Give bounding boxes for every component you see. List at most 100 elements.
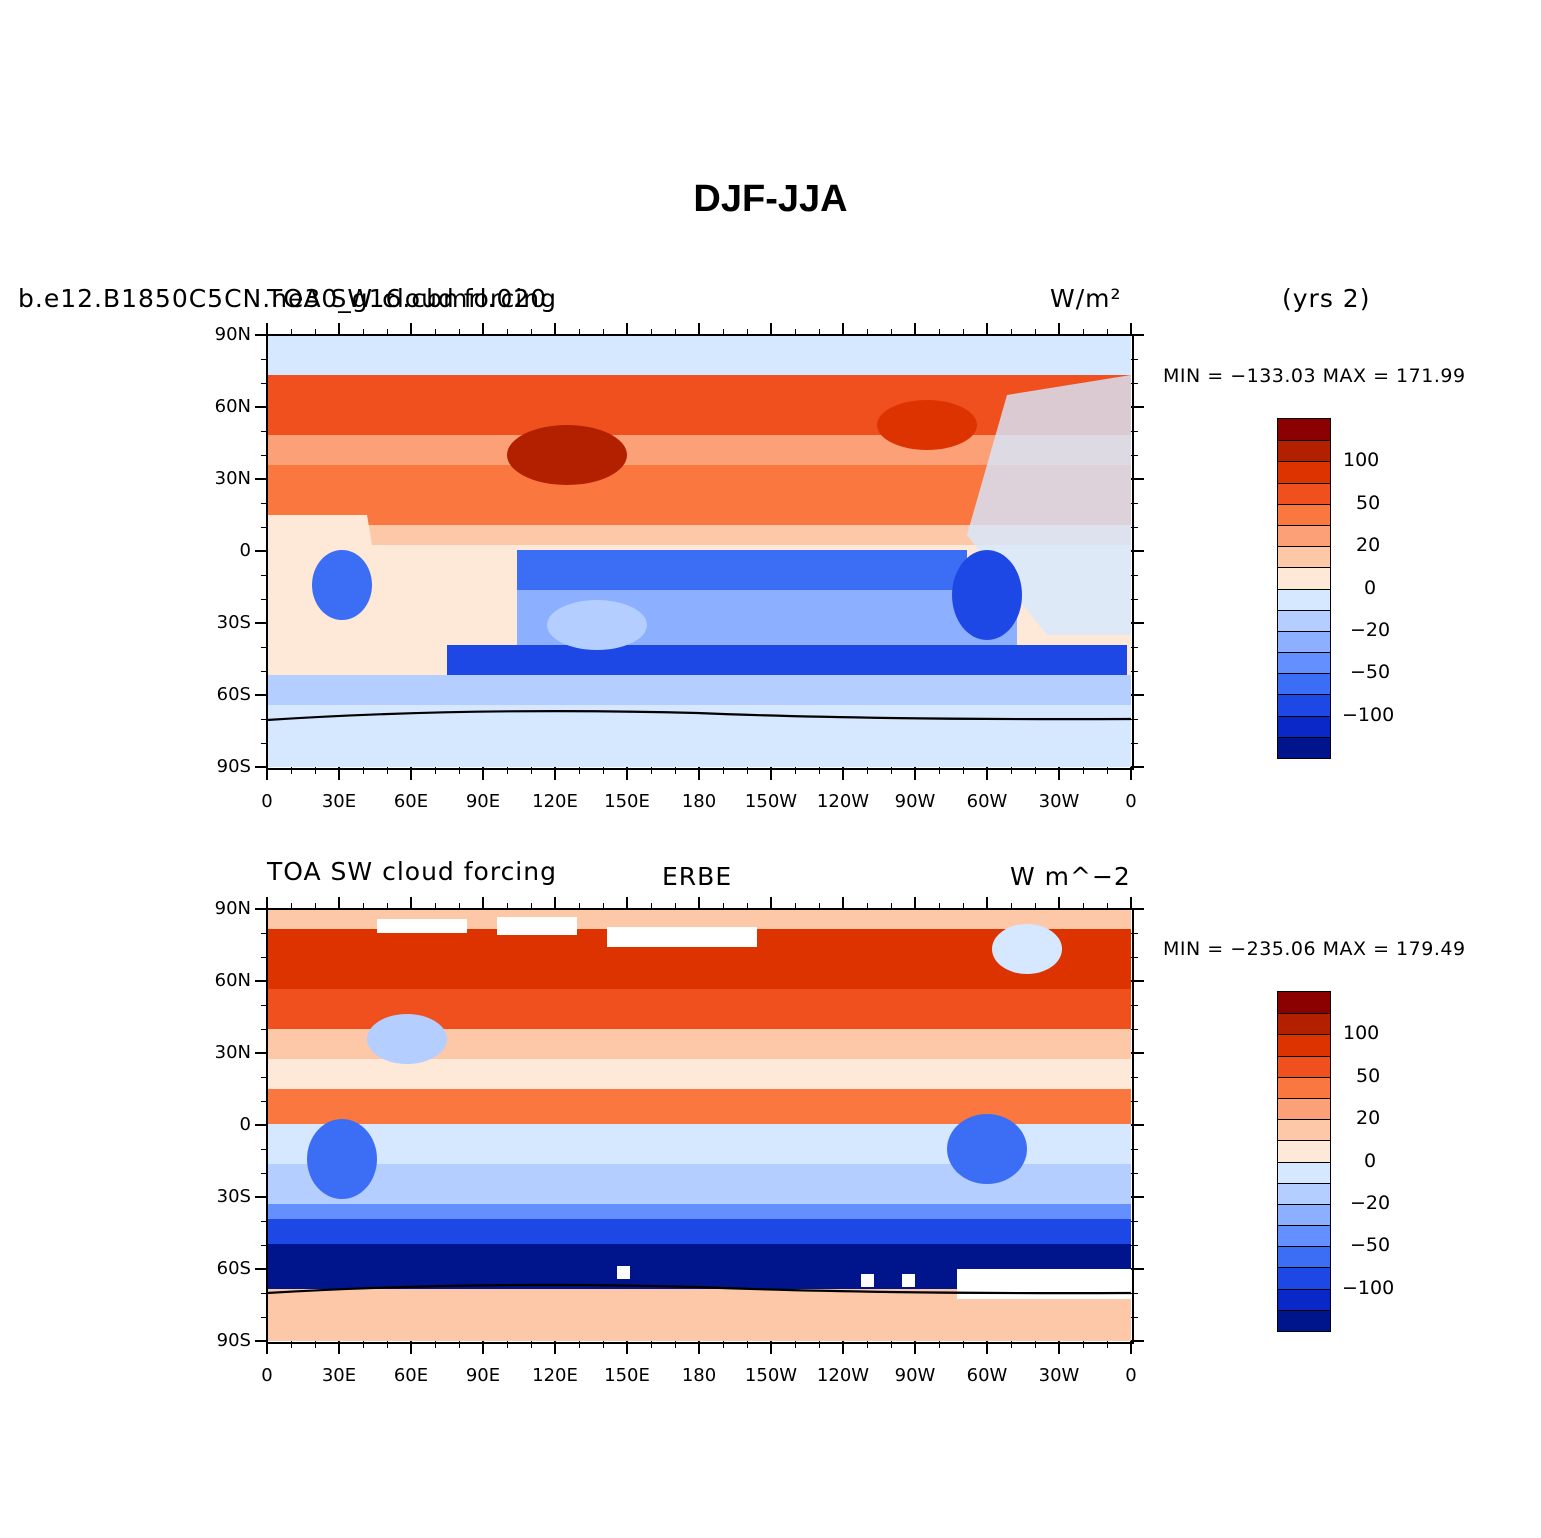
panel2-lat-minor-tick <box>1131 1197 1138 1198</box>
panel1-lat-minor-tick <box>1131 719 1138 720</box>
panel1-lon-minor-tick <box>1131 767 1132 774</box>
panel1-cb-label-0: 0 <box>1364 577 1377 599</box>
panel1-cb-label-minus100: −100 <box>1342 704 1395 726</box>
panel2-lon-minor-tick <box>387 903 388 910</box>
panel1-lat-minor-tick <box>261 431 268 432</box>
panel2-lon-minor-tick <box>915 903 916 910</box>
panel2-lat-minor-tick <box>1131 1125 1138 1126</box>
panel2-lat-minor-tick <box>261 1197 268 1198</box>
panel2-lon-minor-tick <box>1035 1341 1036 1348</box>
panel1-lat-minor-tick <box>261 695 268 696</box>
colorbar-swatch <box>1278 694 1330 716</box>
panel1-lat-minor-tick <box>261 623 268 624</box>
panel1-lon-minor-tick <box>723 767 724 774</box>
panel2-lat-label: 0 <box>239 1114 251 1135</box>
panel2-lat-minor-tick <box>1131 1149 1138 1150</box>
panel1-years: (yrs 2) <box>1282 284 1371 313</box>
panel1-case-name: b.e12.B1850C5CN.ne30_g16.cbmrl.020 <box>18 284 548 313</box>
panel1-lat-minor-tick <box>1131 527 1138 528</box>
panel2-lon-minor-tick <box>459 903 460 910</box>
colorbar-swatch <box>1278 1013 1330 1035</box>
panel1-lat-minor-tick <box>1131 743 1138 744</box>
panel1-lon-minor-tick <box>1035 767 1036 774</box>
panel2-lon-minor-tick <box>1131 1341 1132 1348</box>
panel2-lon-minor-tick <box>507 903 508 910</box>
panel2-lat-label: 60N <box>214 970 251 991</box>
panel2-lon-minor-tick <box>315 1341 316 1348</box>
panel1-lon-minor-tick <box>483 329 484 336</box>
panel1-lat-minor-tick <box>261 455 268 456</box>
colorbar-swatch <box>1278 567 1330 589</box>
colorbar-swatch <box>1278 461 1330 483</box>
panel2-lon-minor-tick <box>891 903 892 910</box>
panel1-lon-minor-tick <box>315 767 316 774</box>
panel2-lon-label: 150W <box>744 1365 798 1386</box>
panel2-lon-minor-tick <box>939 903 940 910</box>
panel2-lon-minor-tick <box>939 1341 940 1348</box>
panel2-lon-label: 120E <box>532 1365 578 1386</box>
panel2-lon-minor-tick <box>723 1341 724 1348</box>
panel1-lon-minor-tick <box>435 329 436 336</box>
panel1-lat-label: 60N <box>214 396 251 417</box>
panel2-lon-minor-tick <box>1011 1341 1012 1348</box>
panel2-lat-minor-tick <box>1131 1317 1138 1318</box>
panel2-lat-minor-tick <box>261 1245 268 1246</box>
panel2-lon-minor-tick <box>843 903 844 910</box>
panel2-lon-minor-tick <box>747 903 748 910</box>
colorbar-swatch <box>1278 992 1330 1014</box>
panel2-cb-label-0: 0 <box>1364 1150 1377 1172</box>
panel2-lat-minor-tick <box>261 1173 268 1174</box>
panel1-variable: TOA SW cloud forcing <box>267 284 557 313</box>
panel1-lon-minor-tick <box>363 767 364 774</box>
panel2-lon-minor-tick <box>291 1341 292 1348</box>
panel2-lon-minor-tick <box>483 1341 484 1348</box>
panel2-lon-minor-tick <box>843 1341 844 1348</box>
panel2-lat-minor-tick <box>1131 1269 1138 1270</box>
panel1-lon-label: 90E <box>465 791 501 812</box>
panel2-lon-minor-tick <box>1035 903 1036 910</box>
panel2-lon-minor-tick <box>435 1341 436 1348</box>
panel2-lon-minor-tick <box>675 1341 676 1348</box>
panel1-cb-label-minus50: −50 <box>1350 661 1391 683</box>
panel2-lon-minor-tick <box>267 1341 268 1348</box>
panel2-lon-minor-tick <box>1131 903 1132 910</box>
panel2-lon-minor-tick <box>987 1341 988 1348</box>
panel2-lon-label: 180 <box>681 1365 717 1386</box>
panel2-lat-minor-tick <box>1131 1077 1138 1078</box>
panel1-lon-minor-tick <box>267 329 268 336</box>
panel2-lon-minor-tick <box>1083 903 1084 910</box>
panel1-lat-minor-tick <box>1131 647 1138 648</box>
colorbar-swatch <box>1278 1246 1330 1268</box>
panel2-lon-label: 90W <box>894 1365 936 1386</box>
panel2-units: W m^−2 <box>1010 862 1131 891</box>
panel1-lat-label: 90N <box>214 324 251 345</box>
panel1-lon-minor-tick <box>603 767 604 774</box>
panel1-lon-minor-tick <box>771 767 772 774</box>
panel2-lon-minor-tick <box>987 903 988 910</box>
panel1-lat-minor-tick <box>261 647 268 648</box>
panel2-lat-minor-tick <box>1131 1341 1138 1342</box>
panel2-lon-minor-tick <box>411 1341 412 1348</box>
panel2-lat-minor-tick <box>261 933 268 934</box>
panel2-lon-minor-tick <box>1059 1341 1060 1348</box>
panel2-lon-minor-tick <box>1011 903 1012 910</box>
panel1-colorbar <box>1277 418 1331 759</box>
panel2-lat-minor-tick <box>1131 909 1138 910</box>
panel1-lat-minor-tick <box>1131 407 1138 408</box>
panel2-lat-minor-tick <box>261 957 268 958</box>
panel1-lon-label: 150E <box>604 791 650 812</box>
colorbar-swatch <box>1278 1034 1330 1056</box>
panel2-lon-minor-tick <box>771 903 772 910</box>
panel1-lon-minor-tick <box>699 329 700 336</box>
panel1-lon-minor-tick <box>915 329 916 336</box>
colorbar-swatch <box>1278 1182 1330 1204</box>
panel1-lon-minor-tick <box>1131 329 1132 336</box>
panel1-lat-minor-tick <box>261 719 268 720</box>
panel1-lat-label: 90S <box>216 756 251 777</box>
panel1-lat-minor-tick <box>1131 431 1138 432</box>
panel1-cb-label-100: 100 <box>1343 449 1380 471</box>
panel2-lon-minor-tick <box>363 1341 364 1348</box>
panel1-lat-label: 30S <box>216 612 251 633</box>
panel2-lon-minor-tick <box>747 1341 748 1348</box>
panel2-lon-minor-tick <box>963 903 964 910</box>
